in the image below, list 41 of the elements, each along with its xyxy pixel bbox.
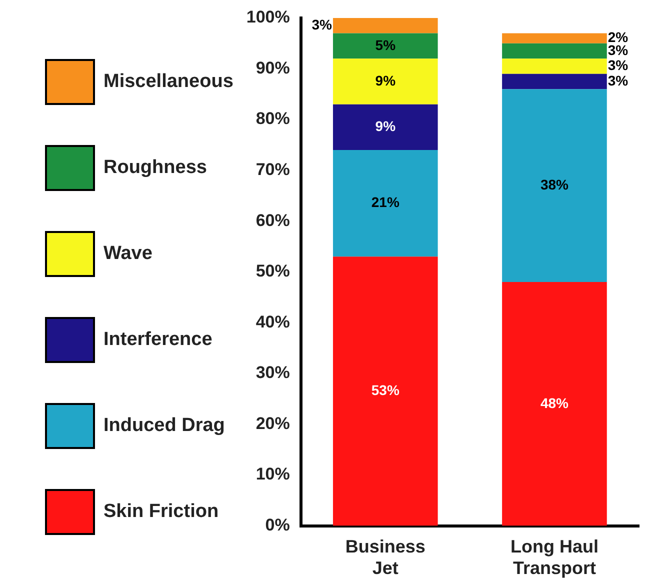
- bar: [332, 256, 438, 526]
- data-label: 3%: [608, 72, 629, 88]
- bar: [332, 58, 438, 104]
- bar: [332, 104, 438, 150]
- x-tick-label: Long Haul Transport: [510, 536, 598, 578]
- y-tick-label: 0%: [265, 515, 290, 534]
- legend-label: Skin Friction: [104, 501, 219, 522]
- y-tick-label: 40%: [256, 312, 290, 332]
- y-tick-label: 100%: [246, 8, 290, 27]
- data-label: 38%: [540, 176, 570, 192]
- y-tick-label: 30%: [256, 363, 290, 382]
- data-label: 21%: [371, 194, 400, 210]
- data-label: 5%: [375, 36, 396, 53]
- bar: [332, 150, 438, 257]
- bar: [502, 33, 607, 44]
- bar: [502, 58, 607, 74]
- legend-label: Miscellaneous: [104, 71, 234, 92]
- y-tick-label: 10%: [256, 464, 290, 484]
- legend-label: Interference: [104, 329, 212, 350]
- bar: [332, 33, 438, 59]
- bar: [332, 18, 438, 34]
- data-label: 3%: [608, 57, 629, 74]
- legend-label: Roughness: [104, 157, 207, 178]
- y-tick-label: 60%: [256, 210, 290, 230]
- y-tick-label: 70%: [256, 160, 290, 180]
- legend-label: Induced Drag: [104, 415, 225, 436]
- x-tick-label: Business Jet: [345, 536, 426, 578]
- data-label: 53%: [371, 382, 400, 398]
- data-label: 3%: [312, 16, 333, 32]
- bar: [502, 89, 607, 282]
- y-tick-label: 20%: [256, 414, 290, 433]
- y-tick-label: 90%: [256, 58, 290, 78]
- data-label: 9%: [375, 72, 396, 88]
- data-label: 9%: [375, 118, 396, 134]
- y-tick-label: 50%: [256, 262, 290, 281]
- bar: [502, 43, 607, 59]
- data-label: 48%: [540, 394, 570, 411]
- legend-label: Wave: [104, 243, 152, 264]
- y-tick-label: 80%: [256, 109, 290, 128]
- bar: [502, 74, 607, 90]
- bar: [502, 282, 607, 526]
